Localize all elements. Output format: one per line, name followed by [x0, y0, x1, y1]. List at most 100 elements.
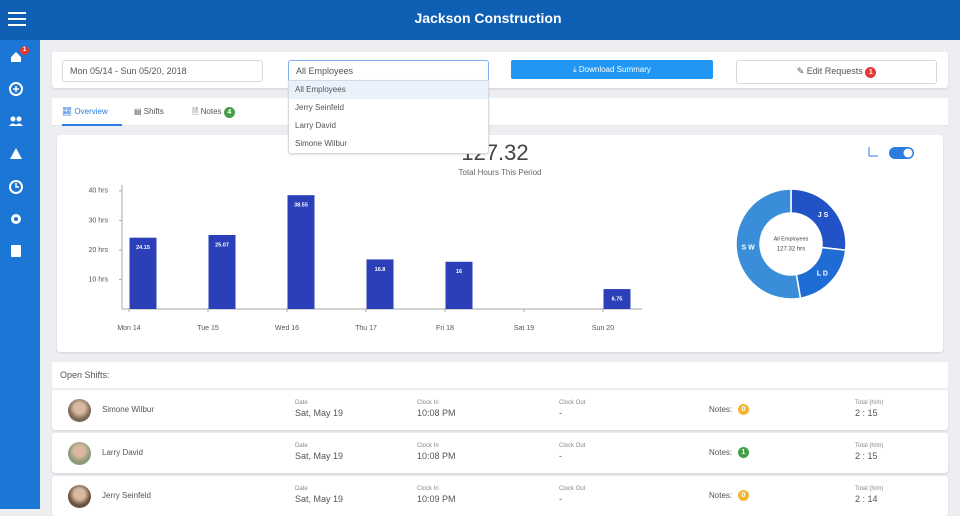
bar	[603, 289, 631, 309]
employee-name: Simone Wilbur	[102, 405, 155, 414]
column-label: Clock In	[417, 486, 439, 492]
x-tick-label: Wed 16	[275, 325, 299, 332]
y-tick-label: 20 hrs	[89, 247, 109, 254]
dropdown-option[interactable]: Simone Wilbur	[295, 139, 348, 148]
notes-label: Notes:	[709, 405, 733, 414]
avatar	[68, 485, 91, 508]
pie-center-label: All Employees	[774, 236, 809, 242]
dropdown-option[interactable]: Larry David	[295, 121, 336, 130]
slice-label: S W	[742, 245, 756, 252]
column-value: -	[559, 494, 562, 504]
slice-label: J S	[818, 212, 829, 219]
toolbar: Mon 05/14 - Sun 05/20, 2018 All Employee…	[52, 52, 948, 88]
column-label: Clock Out	[559, 486, 586, 492]
x-tick-label: Sun 20	[592, 325, 614, 332]
notes-badge: 0	[738, 490, 749, 501]
column-label: Clock Out	[559, 443, 586, 449]
notes-badge: 0	[738, 404, 749, 415]
column-value: -	[559, 408, 562, 418]
column-value: 10:09 PM	[417, 494, 456, 504]
employee-name: Jerry Seinfeld	[102, 491, 151, 500]
avatar	[68, 442, 91, 465]
sidebar: 1	[0, 40, 40, 509]
edit-requests-button[interactable]: ✎ Edit Requests 1	[736, 60, 937, 84]
notes-label: Notes:	[709, 491, 733, 500]
column-value: Sat, May 19	[295, 494, 344, 504]
column-label: Date	[295, 400, 308, 406]
slice-label: L D	[817, 270, 828, 277]
dropdown-option[interactable]: Jerry Seinfeld	[295, 103, 344, 112]
date-select[interactable]: Mon 05/14 - Sun 05/20, 2018	[62, 60, 263, 82]
edit-badge: 1	[865, 67, 877, 78]
header: Jackson Construction	[0, 0, 960, 40]
total-value: 2 : 15	[855, 408, 878, 418]
bar-value-label: 6.75	[612, 297, 623, 303]
tab-label: Overview	[74, 107, 108, 116]
bar	[129, 237, 157, 309]
home-badge: 1	[20, 46, 29, 55]
pie-slice	[735, 188, 802, 300]
open-shifts-title: Open Shifts:	[52, 362, 948, 388]
download-label: Download Summary	[578, 65, 651, 74]
total-label: Total (h/m)	[855, 443, 884, 449]
bar	[445, 261, 473, 309]
x-tick-label: Fri 18	[436, 325, 454, 332]
column-value: -	[559, 451, 562, 461]
shift-row[interactable]: Simone Wilbur Date Sat, May 19 Clock In 10:0…	[52, 390, 948, 430]
x-tick-label: Sat 19	[514, 325, 534, 332]
sidebar-icons[interactable]	[0, 40, 40, 280]
menu-icon[interactable]	[8, 11, 26, 27]
column-value: Sat, May 19	[295, 408, 344, 418]
column-label: Date	[295, 486, 308, 492]
y-tick-label: 30 hrs	[89, 217, 109, 224]
x-tick-label: Mon 14	[117, 325, 140, 332]
shift-row[interactable]: Larry David Date Sat, May 19 Clock In 10:08 …	[52, 433, 948, 473]
total-value: 2 : 15	[855, 451, 878, 461]
employee-dropdown: All Employees Jerry Seinfeld Larry David Si…	[288, 80, 489, 154]
chart-subtitle: Total Hours This Period	[459, 168, 542, 177]
chart: 127.32 Total Hours This Period 10 hrs20 …	[89, 140, 914, 332]
bar	[366, 259, 394, 309]
download-button[interactable]: ⤓ Download Summary	[511, 60, 713, 79]
y-tick-label: 40 hrs	[89, 188, 109, 195]
y-tick-label: 10 hrs	[89, 276, 109, 283]
notes-badge: 4	[223, 107, 235, 118]
employee-name: Larry David	[102, 448, 143, 457]
column-label: Clock Out	[559, 400, 586, 406]
toggle-knob	[903, 148, 913, 158]
tab-overview[interactable]: 📈︎ Overview	[62, 98, 122, 126]
column-label: Date	[295, 443, 308, 449]
x-tick-label: Tue 15	[197, 325, 219, 332]
notes-label: Notes:	[709, 448, 733, 457]
column-value: 10:08 PM	[417, 451, 456, 461]
edit-label: Edit Requests	[806, 66, 863, 76]
x-tick-label: Thu 17	[355, 325, 377, 332]
bar-value-label: 16	[456, 269, 462, 275]
tab-shifts[interactable]: ▤ Shifts	[134, 107, 164, 116]
employee-select[interactable]: All Employees	[288, 60, 489, 82]
bar-value-label: 38.55	[294, 203, 308, 209]
tabs: 📈︎ Overview ▤ Shifts 🗎︎ Notes 4	[52, 98, 948, 126]
bar-value-label: 24.15	[136, 245, 150, 251]
notes-badge: 1	[738, 447, 749, 458]
tab-notes[interactable]: 🗎︎ Notes 4	[192, 98, 235, 125]
bar-value-label: 16.8	[375, 267, 386, 273]
avatar	[68, 399, 91, 422]
pie-center-value: 127.32 hrs	[777, 247, 805, 253]
column-label: Clock In	[417, 400, 439, 406]
shift-row[interactable]: Jerry Seinfeld Date Sat, May 19 Clock In 10:…	[52, 476, 948, 516]
bar	[208, 234, 236, 309]
tab-label: Notes	[200, 107, 222, 116]
bar-value-label: 25.07	[215, 242, 229, 248]
app-title: Jackson Construction	[414, 10, 562, 26]
bar	[287, 195, 315, 309]
chart-card: 127.32 Total Hours This Period 10 hrs 20 …	[57, 135, 943, 352]
column-label: Clock In	[417, 443, 439, 449]
chart-icon[interactable]	[868, 147, 878, 157]
tab-label: Shifts	[143, 107, 164, 116]
dropdown-option[interactable]: All Employees	[289, 81, 488, 99]
total-label: Total (h/m)	[855, 400, 884, 406]
column-value: Sat, May 19	[295, 451, 344, 461]
total-label: Total (h/m)	[855, 486, 884, 492]
